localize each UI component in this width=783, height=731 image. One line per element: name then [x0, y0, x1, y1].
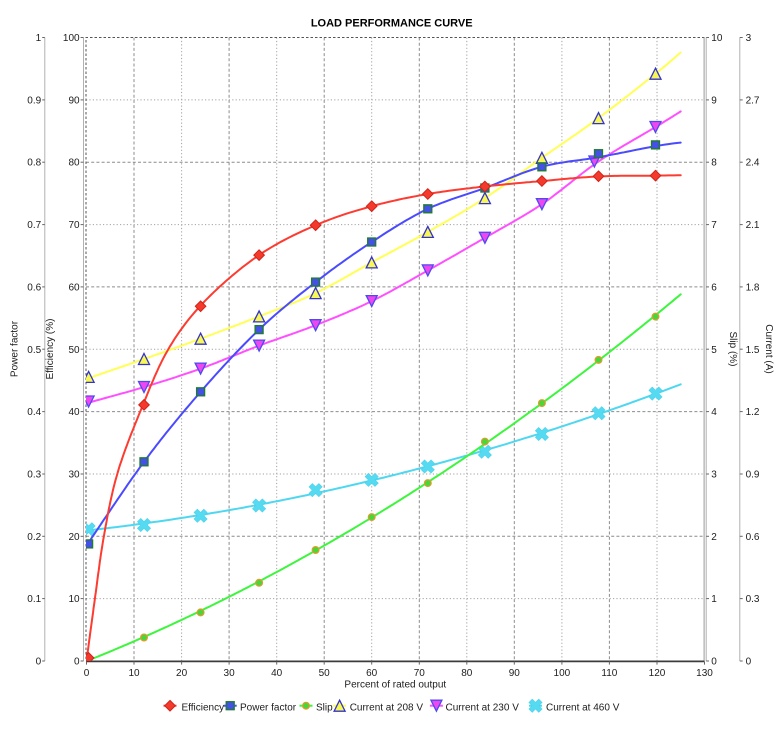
svg-text:0.6: 0.6 [27, 282, 41, 293]
svg-text:0: 0 [84, 668, 90, 679]
svg-text:0: 0 [746, 657, 752, 668]
svg-text:2.1: 2.1 [746, 220, 760, 231]
svg-text:0.2: 0.2 [27, 532, 41, 543]
svg-text:Power factor: Power factor [240, 702, 297, 713]
svg-text:2: 2 [711, 532, 717, 543]
svg-text:0.9: 0.9 [746, 470, 760, 481]
svg-text:1: 1 [711, 594, 717, 605]
svg-text:Current (A): Current (A) [763, 324, 774, 373]
svg-text:0.9: 0.9 [27, 95, 41, 106]
svg-text:0.6: 0.6 [746, 532, 760, 543]
svg-text:20: 20 [68, 532, 80, 543]
svg-text:70: 70 [414, 668, 426, 679]
svg-text:Slip (%): Slip (%) [727, 331, 738, 366]
svg-text:10: 10 [128, 668, 140, 679]
svg-text:60: 60 [68, 282, 80, 293]
svg-text:0.4: 0.4 [27, 407, 41, 418]
svg-text:9: 9 [711, 95, 717, 106]
svg-text:50: 50 [68, 345, 80, 356]
svg-text:1: 1 [36, 33, 42, 44]
svg-text:30: 30 [68, 470, 80, 481]
svg-text:1.5: 1.5 [746, 345, 760, 356]
svg-text:Current at 460 V: Current at 460 V [546, 702, 620, 713]
svg-text:Efficiency: Efficiency [182, 702, 225, 713]
svg-text:1.8: 1.8 [746, 282, 760, 293]
svg-text:Efficiency (%): Efficiency (%) [45, 319, 56, 380]
svg-text:10: 10 [68, 594, 80, 605]
svg-text:90: 90 [509, 668, 521, 679]
svg-text:120: 120 [649, 668, 666, 679]
svg-text:110: 110 [601, 668, 617, 679]
svg-text:10: 10 [711, 33, 723, 44]
svg-text:70: 70 [68, 220, 80, 231]
svg-text:1.2: 1.2 [746, 407, 760, 418]
svg-text:130: 130 [696, 668, 713, 679]
svg-text:0: 0 [711, 657, 717, 668]
svg-text:0.5: 0.5 [27, 345, 41, 356]
svg-text:0.8: 0.8 [27, 158, 41, 169]
svg-text:0: 0 [74, 657, 80, 668]
svg-text:100: 100 [554, 668, 571, 679]
svg-text:90: 90 [68, 95, 80, 106]
svg-text:0.3: 0.3 [27, 470, 41, 481]
svg-text:40: 40 [271, 668, 283, 679]
svg-text:Current at 230 V: Current at 230 V [446, 702, 520, 713]
svg-text:0.1: 0.1 [27, 594, 41, 605]
svg-text:80: 80 [461, 668, 473, 679]
svg-text:0: 0 [36, 657, 42, 668]
svg-text:Current at 208 V: Current at 208 V [350, 702, 424, 713]
svg-text:Slip: Slip [316, 702, 333, 713]
svg-text:50: 50 [319, 668, 331, 679]
svg-text:LOAD PERFORMANCE CURVE: LOAD PERFORMANCE CURVE [311, 18, 473, 30]
svg-text:2.4: 2.4 [746, 158, 760, 169]
svg-text:40: 40 [68, 407, 80, 418]
svg-text:30: 30 [224, 668, 236, 679]
svg-text:2.7: 2.7 [746, 95, 760, 106]
svg-text:Percent of rated output: Percent of rated output [344, 680, 446, 691]
svg-text:Power factor: Power factor [10, 320, 21, 377]
svg-text:7: 7 [711, 220, 717, 231]
svg-text:4: 4 [711, 407, 717, 418]
svg-text:60: 60 [366, 668, 378, 679]
svg-text:20: 20 [176, 668, 188, 679]
svg-text:3: 3 [746, 33, 752, 44]
svg-text:0.3: 0.3 [746, 594, 760, 605]
svg-text:0.7: 0.7 [27, 220, 41, 231]
svg-text:6: 6 [711, 282, 717, 293]
svg-text:100: 100 [63, 33, 80, 44]
svg-text:80: 80 [68, 158, 80, 169]
svg-text:3: 3 [711, 470, 717, 481]
svg-text:5: 5 [711, 345, 717, 356]
svg-text:8: 8 [711, 158, 717, 169]
